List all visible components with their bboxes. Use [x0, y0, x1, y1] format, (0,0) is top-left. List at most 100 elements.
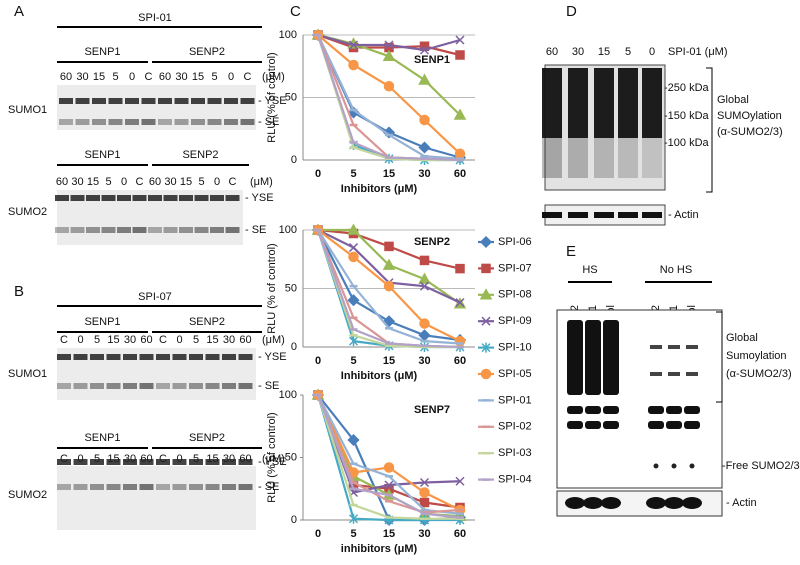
x-tick-label: 60 [454, 528, 466, 540]
blot-band [90, 354, 104, 360]
blot-band [70, 195, 85, 201]
blot-band [568, 212, 588, 218]
x-tick-label: 30 [418, 355, 430, 367]
lane-label: 0 [176, 453, 182, 465]
blot-band [106, 459, 121, 465]
lane-label: 30 [175, 71, 187, 83]
blot-band [139, 459, 154, 465]
panel-label: A [14, 3, 24, 20]
blot-band [684, 406, 700, 414]
blot-band [666, 421, 682, 429]
blot-band [139, 383, 154, 389]
blot-band [156, 459, 170, 465]
y-tick-label: 50 [285, 282, 297, 294]
point [347, 433, 360, 447]
y-tick-label: 50 [285, 91, 297, 103]
x-tick-label: 0 [315, 528, 321, 540]
lane-label: 15 [192, 71, 204, 83]
point [418, 141, 431, 154]
blot-band [682, 497, 702, 509]
blot-band [141, 98, 156, 104]
blot-band [179, 227, 193, 233]
lane-label: C [229, 176, 237, 188]
blot-band [125, 98, 139, 104]
blot-band [106, 484, 121, 490]
band-label: - SE [258, 380, 279, 392]
y-axis-label: RLU (% of control) [266, 243, 278, 333]
blot-smear [603, 320, 619, 395]
blot-band [139, 354, 154, 360]
legend-label: SPI-07 [498, 262, 532, 274]
legend-label: SPI-08 [498, 289, 532, 301]
blot-band [225, 195, 240, 201]
point [348, 336, 359, 347]
blot-band [57, 354, 71, 360]
blot-band [132, 227, 147, 233]
blot-band [666, 406, 682, 414]
point [384, 480, 394, 490]
blot-smear [567, 320, 583, 395]
lane-label: 0 [176, 334, 182, 346]
lane-label: 15 [87, 176, 99, 188]
blot-band [70, 227, 85, 233]
blot [556, 309, 723, 489]
legend-label: SPI-06 [498, 236, 532, 248]
band-label: - YSE [245, 192, 274, 204]
x-tick-label: 30 [418, 528, 430, 540]
point [418, 73, 431, 85]
point [419, 45, 430, 55]
chart-title: SENP2 [414, 236, 450, 248]
lane-label: C [159, 453, 167, 465]
blot-band [191, 119, 205, 125]
blot-band [163, 195, 178, 201]
annotation: Global [717, 94, 749, 106]
lane-label: 15 [180, 176, 192, 188]
lane-label: 0 [77, 453, 83, 465]
blot-band [158, 119, 172, 125]
blot-band [224, 119, 238, 125]
group-label: SENP2 [182, 149, 218, 161]
point [382, 49, 396, 61]
x-tick-label: 30 [418, 168, 430, 180]
blot-band [59, 98, 73, 104]
blot-band [191, 98, 205, 104]
legend-marker [479, 235, 493, 249]
blot-band [565, 497, 585, 509]
lane-label: C [60, 453, 68, 465]
point [382, 258, 396, 270]
blot-band [55, 195, 69, 201]
legend-label: SPI-09 [498, 315, 532, 327]
blot-band [205, 459, 220, 465]
blot-label: SUMO2 [8, 489, 47, 501]
lane-label: 30 [71, 176, 83, 188]
blot-band [585, 421, 601, 429]
lane-label: 60 [159, 71, 171, 83]
blot-band [603, 406, 619, 414]
panel-title: SPI-01 [138, 12, 172, 24]
loading-label: - Actin [668, 209, 699, 221]
point [348, 59, 359, 71]
y-axis-label: RLU (% of control) [266, 412, 278, 502]
group-label: SENP1 [84, 46, 120, 58]
group-label: SENP2 [189, 316, 225, 328]
legend-label: SPI-03 [498, 447, 532, 459]
blot-band [648, 406, 664, 414]
blot-band [648, 421, 664, 429]
blot-band [172, 459, 187, 465]
blot-band [603, 421, 619, 429]
band-label: - YSE [258, 456, 287, 468]
blot-band [148, 227, 162, 233]
x-tick-label: 15 [383, 355, 395, 367]
band-label: - SE [245, 224, 266, 236]
legend-label: SPI-02 [498, 421, 532, 433]
point [455, 263, 465, 274]
point [383, 81, 395, 92]
blot-band [189, 354, 203, 360]
blot-band [174, 119, 189, 125]
lane-label: 0 [649, 46, 655, 58]
lane-label: 5 [105, 176, 111, 188]
blot-band [57, 383, 71, 389]
lane-label: C [244, 71, 252, 83]
x-tick-label: 0 [315, 168, 321, 180]
blot-band [86, 227, 100, 233]
